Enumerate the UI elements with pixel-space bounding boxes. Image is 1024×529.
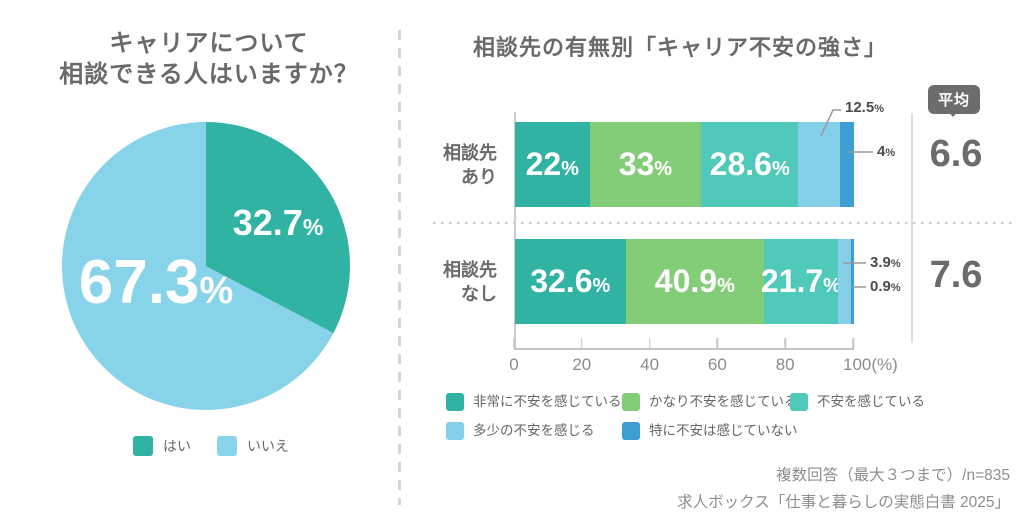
callout-3-9: 3.9% [870, 254, 901, 271]
x-tick-label-20: 20 [572, 355, 592, 374]
bar-row-with-advisor: 22% 33% 28.6% [515, 122, 854, 207]
segment-value: 21.7% [760, 263, 841, 299]
legend-label-anxious: 不安を感じている [817, 394, 925, 409]
footnotes: 複数回答（最大３つまで）/n=835 求人ボックス「仕事と暮らしの実態白書 20… [677, 462, 1010, 516]
x-tick-80 [784, 338, 786, 348]
segment-very-anxious: 22% [515, 122, 590, 207]
pie-value-no: 67.3% [56, 250, 256, 316]
segment-slightly-anxious [837, 239, 851, 324]
x-tick-label-0: 0 [509, 355, 519, 374]
callout-4: 4% [877, 143, 896, 160]
legend-label-slightly-anxious: 多少の不安を感じる [473, 423, 595, 438]
legend-swatch-no [217, 436, 237, 456]
segment-value: 40.9% [654, 263, 735, 299]
pie-value-no-number: 67.3 [78, 248, 200, 317]
pie-value-yes-unit: % [302, 214, 324, 240]
x-tick-label-60: 60 [707, 355, 727, 374]
bar-legend-slightly-anxious: 多少の不安を感じる [446, 422, 595, 440]
bar-chart-title: 相談先の有無別「キャリア不安の強さ」 [472, 35, 887, 60]
segment-value: 22% [525, 146, 579, 182]
segment-very-anxious: 32.6% [515, 239, 626, 324]
x-tick-60 [716, 338, 719, 348]
footnote-line1: 複数回答（最大３つまで）/n=835 [776, 467, 1010, 484]
row-separator [433, 222, 1013, 224]
pie-title-line2: 相談できる人はいますか？ [59, 61, 359, 88]
pie-legend: はい いいえ [0, 436, 422, 456]
pie-value-yes-number: 32.7 [232, 202, 303, 243]
y-axis-line [514, 112, 516, 349]
segment-quite-anxious: 40.9% [625, 239, 765, 324]
legend-label-not-anxious: 特に不安は感じていない [649, 423, 798, 438]
callout-12-5: 12.5% [845, 99, 884, 116]
x-tick-40 [648, 338, 651, 348]
pie-legend-item-no: いいえ [217, 436, 289, 456]
category-label-with-advisor: 相談先 あり [420, 141, 497, 189]
average-value-with-advisor: 6.6 [929, 133, 983, 175]
legend-label-no: いいえ [247, 438, 289, 454]
segment-value: 28.6% [709, 146, 790, 182]
category-0-line1: 相談先 [443, 143, 497, 163]
legend-label-quite-anxious: かなり不安を感じている [649, 394, 798, 409]
pie-legend-item-yes: はい [133, 436, 191, 456]
pie-value-yes: 32.7% [198, 203, 358, 243]
bar-legend-very-anxious: 非常に不安を感じている [446, 393, 622, 411]
legend-label-very-anxious: 非常に不安を感じている [473, 394, 622, 409]
pie-chart-title: キャリアについて 相談できる人はいますか？ [0, 28, 418, 90]
bar-row-no-advisor: 32.6% 40.9% 21.7% [515, 239, 854, 324]
segment-slightly-anxious [798, 122, 841, 207]
pie-chart [62, 122, 350, 410]
pie-value-no-unit: % [199, 270, 234, 312]
x-tick-100 [852, 338, 854, 348]
x-axis-line [514, 348, 854, 350]
segment-value: 32.6% [530, 263, 611, 299]
legend-label-yes: はい [163, 438, 191, 454]
legend-swatch-slightly-anxious [446, 422, 464, 440]
panel-divider [398, 30, 401, 505]
x-tick-20 [581, 338, 583, 348]
segment-not-anxious [850, 239, 854, 324]
legend-swatch-not-anxious [622, 422, 640, 440]
segment-quite-anxious: 33% [589, 122, 702, 207]
segment-anxious: 28.6% [701, 122, 799, 207]
average-badge-pointer [946, 109, 960, 117]
x-tick-0 [513, 338, 515, 348]
average-column-separator [911, 113, 913, 343]
segment-anxious: 21.7% [760, 239, 841, 324]
legend-swatch-anxious [790, 393, 808, 411]
bar-legend-not-anxious: 特に不安は感じていない [622, 422, 798, 440]
segment-not-anxious [840, 122, 854, 207]
legend-swatch-quite-anxious [622, 393, 640, 411]
pie-title-line1: キャリアについて [109, 30, 309, 57]
average-value-no-advisor: 7.6 [929, 254, 983, 296]
legend-swatch-very-anxious [446, 393, 464, 411]
category-label-no-advisor: 相談先 なし [420, 258, 497, 306]
bar-legend-anxious: 不安を感じている [790, 393, 925, 411]
x-tick-label-40: 40 [640, 355, 660, 374]
category-0-line2: あり [461, 167, 497, 187]
footnote-line2: 求人ボックス「仕事と暮らしの実態白書 2025」 [677, 494, 1010, 511]
category-1-line1: 相談先 [443, 260, 497, 280]
x-tick-label-80: 80 [775, 355, 795, 374]
x-tick-label-100: 100(%) [843, 355, 898, 374]
category-1-line2: なし [461, 284, 497, 304]
callout-0-9: 0.9% [870, 278, 901, 295]
bar-legend-quite-anxious: かなり不安を感じている [622, 393, 798, 411]
segment-value: 33% [618, 146, 673, 182]
legend-swatch-yes [133, 436, 153, 456]
average-badge: 平均 [928, 85, 981, 114]
